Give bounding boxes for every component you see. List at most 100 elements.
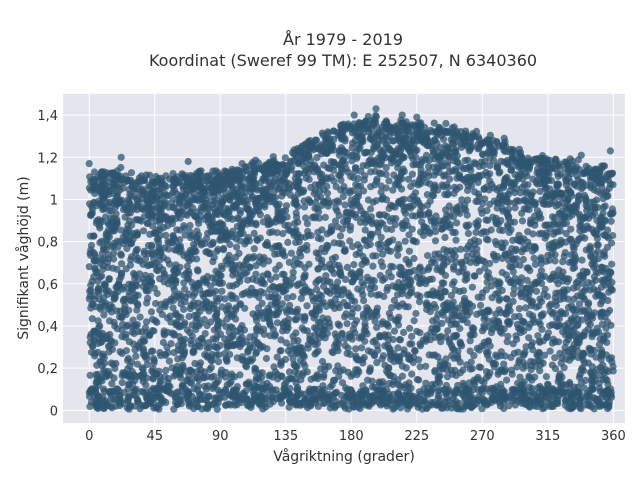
- data-point: [282, 286, 290, 294]
- data-point: [438, 225, 446, 233]
- data-point: [473, 245, 481, 253]
- data-point: [118, 379, 126, 387]
- data-point: [148, 250, 157, 259]
- data-point: [484, 149, 492, 157]
- data-point: [373, 359, 381, 367]
- data-point: [431, 351, 439, 359]
- data-point: [299, 359, 307, 367]
- data-point: [289, 268, 297, 276]
- data-point: [399, 300, 407, 308]
- data-point: [140, 176, 148, 184]
- data-point: [329, 376, 338, 384]
- data-point: [459, 287, 468, 295]
- data-point: [116, 238, 124, 246]
- data-point: [222, 233, 230, 241]
- data-point: [491, 277, 499, 285]
- data-point: [321, 198, 329, 206]
- data-point: [277, 359, 285, 367]
- data-point: [130, 321, 139, 329]
- data-point: [523, 276, 531, 284]
- data-point: [403, 203, 411, 211]
- data-point: [226, 240, 234, 249]
- data-point: [515, 305, 524, 313]
- data-point: [289, 332, 297, 340]
- data-point: [483, 278, 491, 286]
- data-point: [341, 247, 349, 255]
- data-point: [449, 250, 457, 258]
- data-point: [203, 272, 212, 281]
- data-point: [450, 265, 458, 273]
- data-point: [532, 287, 541, 295]
- data-point: [265, 257, 273, 265]
- data-point: [202, 290, 210, 298]
- data-point: [458, 196, 466, 204]
- data-point: [463, 319, 471, 327]
- data-point: [523, 284, 531, 292]
- data-point: [164, 349, 172, 357]
- data-point: [535, 302, 543, 310]
- data-point: [362, 327, 370, 335]
- data-point: [146, 261, 154, 269]
- data-point: [509, 146, 517, 154]
- data-point: [132, 352, 140, 360]
- data-point: [576, 371, 584, 379]
- data-point: [582, 201, 590, 210]
- data-point: [466, 337, 474, 345]
- data-point: [441, 128, 449, 137]
- data-point: [309, 310, 317, 318]
- data-point: [461, 276, 469, 284]
- data-point: [126, 200, 134, 208]
- data-point: [509, 162, 517, 170]
- data-point: [367, 205, 375, 213]
- data-point: [382, 164, 390, 172]
- data-point: [536, 187, 544, 195]
- data-point: [401, 381, 410, 389]
- data-point: [386, 348, 394, 356]
- data-point: [580, 332, 588, 340]
- data-point: [525, 372, 533, 380]
- data-point: [409, 154, 417, 163]
- data-point: [156, 306, 164, 314]
- data-point: [516, 325, 524, 333]
- data-point: [185, 267, 193, 275]
- data-point: [584, 359, 592, 367]
- data-point: [511, 198, 519, 207]
- data-point: [102, 287, 110, 295]
- data-point: [530, 243, 538, 251]
- data-point: [157, 352, 165, 360]
- data-point: [228, 373, 236, 381]
- data-point: [123, 206, 131, 214]
- data-point: [437, 332, 445, 340]
- data-point: [411, 346, 419, 354]
- data-point: [148, 222, 156, 230]
- data-point: [568, 258, 576, 266]
- data-point: [139, 370, 147, 378]
- data-point: [468, 365, 476, 373]
- data-point: [108, 380, 116, 388]
- data-point: [524, 181, 532, 189]
- data-point: [503, 210, 511, 219]
- data-point: [173, 226, 181, 234]
- data-point: [303, 246, 311, 254]
- data-point: [538, 325, 546, 333]
- data-point: [192, 326, 200, 334]
- data-point: [326, 383, 334, 391]
- data-point: [523, 172, 531, 180]
- data-point: [339, 193, 347, 201]
- data-point: [218, 366, 226, 374]
- data-point: [562, 310, 570, 318]
- data-point: [255, 312, 263, 320]
- data-point: [330, 198, 338, 206]
- data-point: [259, 289, 267, 297]
- data-point: [410, 317, 418, 325]
- data-point: [528, 297, 537, 305]
- data-point: [449, 344, 457, 353]
- data-point: [210, 326, 218, 334]
- data-point: [216, 219, 224, 227]
- data-point: [494, 289, 502, 297]
- data-point: [116, 348, 124, 356]
- data-point: [278, 161, 286, 169]
- data-point: [426, 336, 434, 344]
- data-point: [546, 307, 554, 315]
- data-point: [473, 222, 481, 230]
